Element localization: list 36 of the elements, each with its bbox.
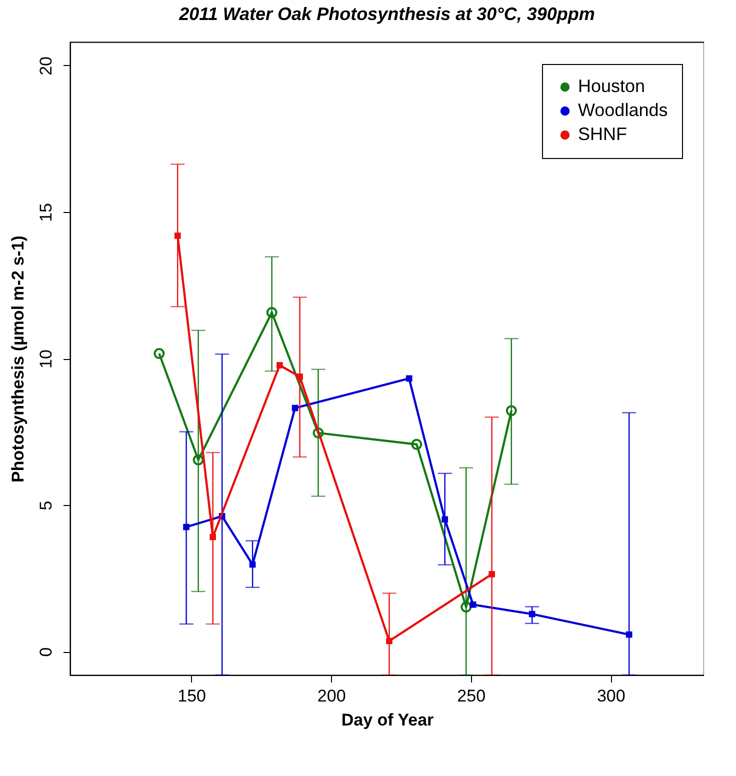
x-tick-label: 300: [596, 686, 626, 706]
legend-label: Houston: [578, 76, 646, 96]
point: [386, 638, 392, 644]
point: [528, 610, 536, 618]
y-tick-label: 20: [36, 56, 56, 76]
point: [506, 405, 517, 416]
point: [442, 516, 448, 523]
point: [276, 362, 283, 368]
legend-label: Woodlands: [578, 100, 668, 120]
point: [296, 374, 303, 380]
point: [249, 561, 256, 568]
point: [488, 571, 495, 578]
point: [210, 534, 216, 540]
y-tick-label: 5: [36, 500, 56, 510]
chart-title: 2011 Water Oak Photosynthesis at 30°C, 390ppm: [178, 4, 595, 24]
point: [174, 232, 181, 239]
point: [183, 524, 190, 530]
x-axis-title: Day of Year: [341, 710, 434, 730]
point: [626, 631, 632, 638]
point: [406, 375, 412, 382]
point: [411, 438, 422, 450]
point: [154, 348, 165, 359]
point: [460, 602, 472, 612]
point: [470, 602, 476, 608]
point: [292, 404, 298, 412]
y-tick-label: 10: [36, 350, 56, 368]
x-tick-label: 200: [317, 686, 346, 706]
x-tick-label: 250: [457, 686, 486, 706]
x-tick-label: 150: [178, 686, 206, 706]
point: [312, 427, 324, 438]
y-axis-title: Photosynthesis (µmol m-2 s-1): [8, 236, 28, 482]
y-tick-label: 0: [36, 647, 56, 657]
y-tick-label: 15: [36, 203, 56, 222]
point: [192, 454, 204, 466]
legend-label: SHNF: [578, 124, 628, 144]
point: [266, 307, 278, 318]
